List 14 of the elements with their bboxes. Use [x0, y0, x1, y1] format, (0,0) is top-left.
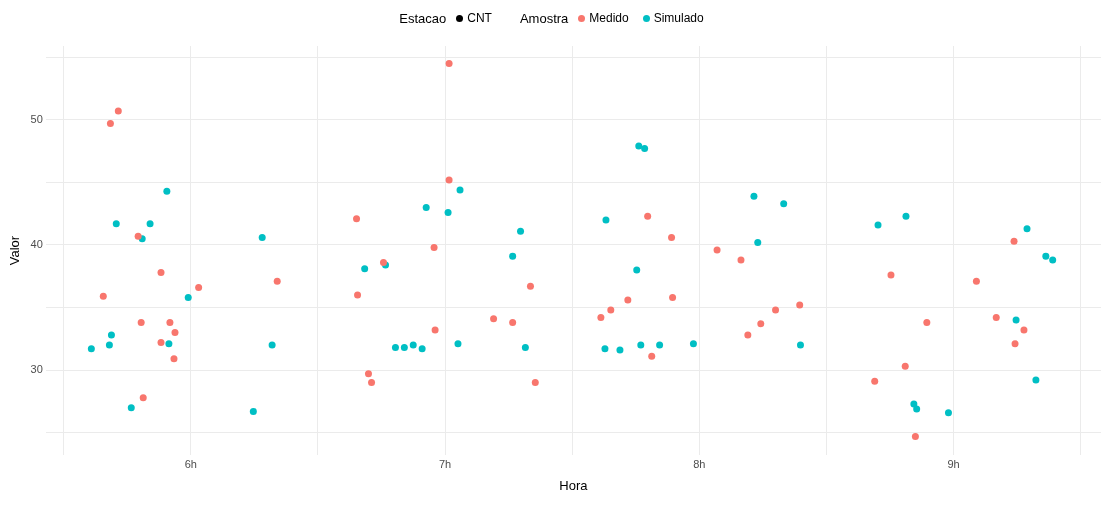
x-tick-label: 6h — [184, 457, 197, 470]
legend-label: Medido — [589, 11, 629, 25]
y-tick-label: 50 — [30, 112, 43, 125]
y-tick-label: 40 — [30, 238, 43, 250]
text: CNT — [467, 11, 492, 25]
y-tick-label: 30 — [30, 363, 43, 376]
legend-title: Amostra — [519, 10, 569, 26]
x-tick-label: 8h — [693, 457, 706, 470]
text: Estacao — [399, 10, 447, 26]
x-tick-label: 9h — [947, 457, 960, 470]
x-axis-title: Hora — [559, 477, 589, 493]
y-axis-title: Valor — [7, 235, 23, 266]
legend-label: Simulado — [653, 11, 704, 25]
x-tick-label: 7h — [438, 457, 452, 470]
